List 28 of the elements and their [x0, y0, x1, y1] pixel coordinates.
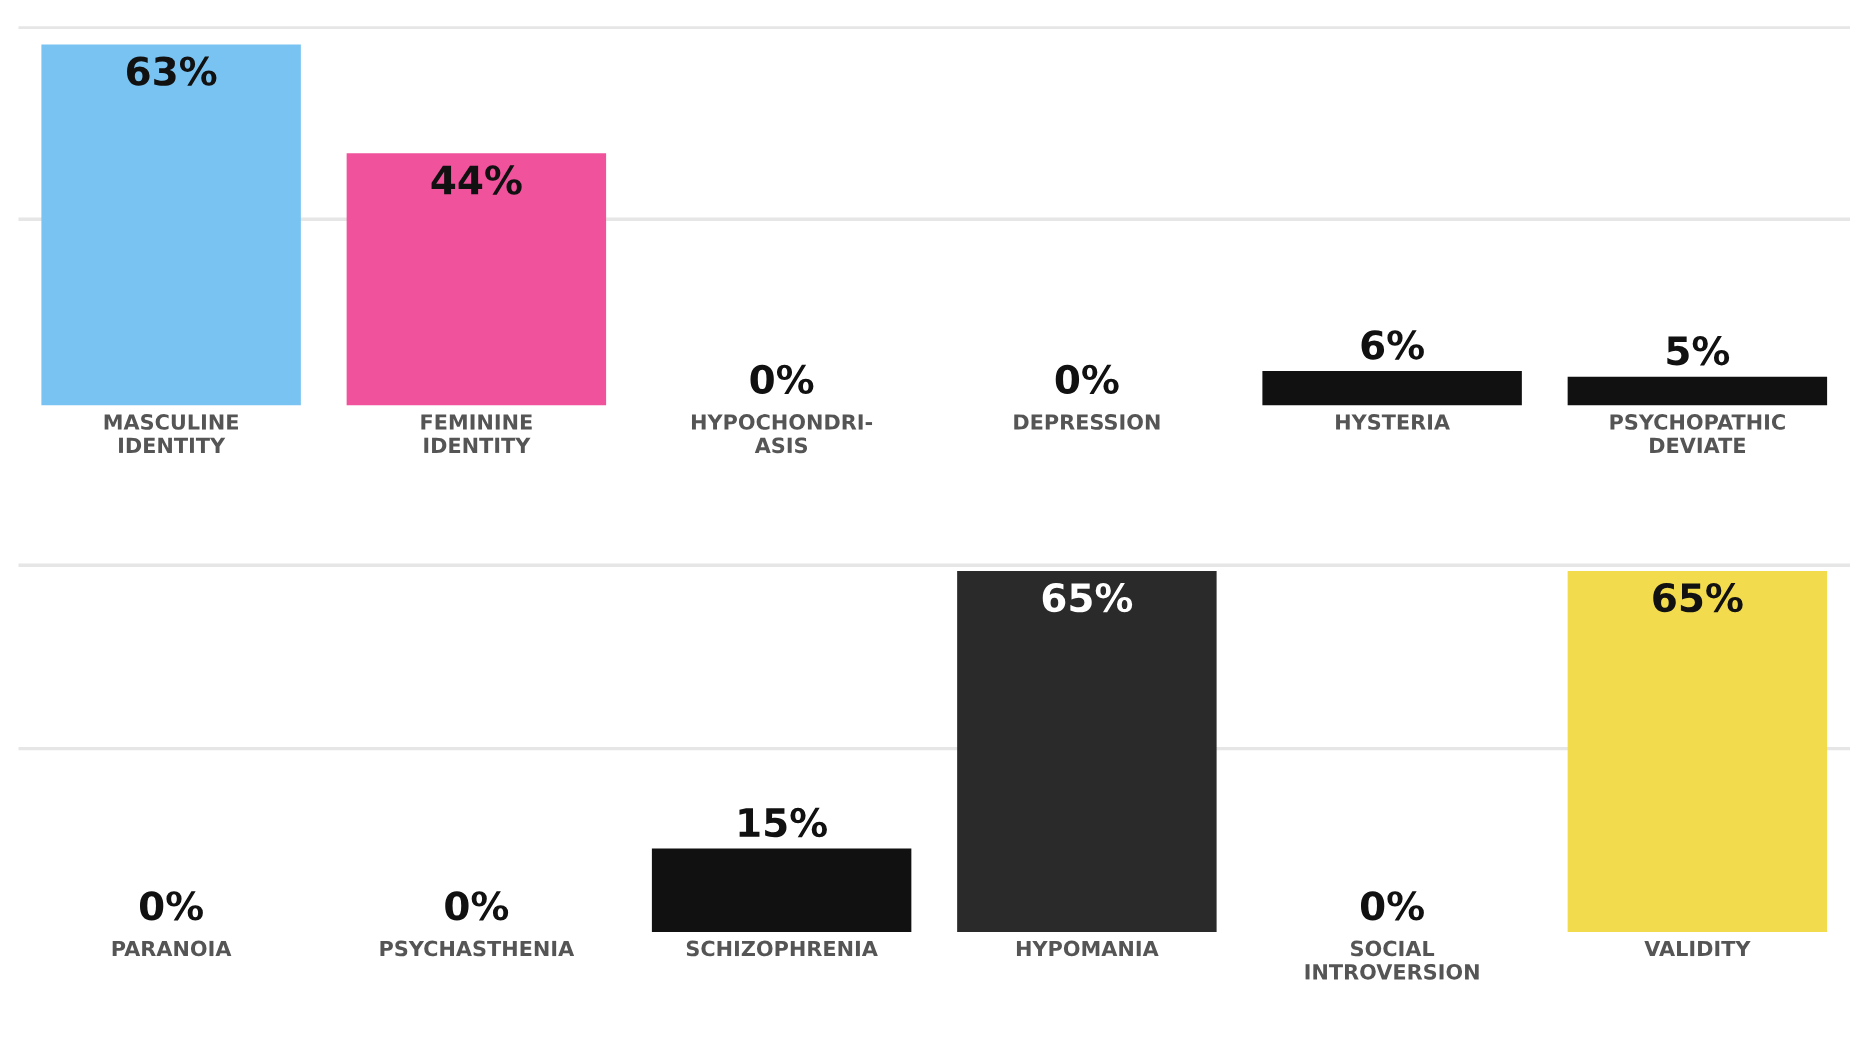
x-tick-label: PSYCHOPATHIC DEVIATE	[1610, 414, 1785, 453]
data-label: 5%	[1667, 336, 1730, 366]
x-tick-label: DEPRESSION	[1014, 414, 1160, 430]
x-tick-label: MASCULINE IDENTITY	[104, 414, 238, 453]
x-tick-label: PARANOIA	[112, 940, 232, 957]
bar	[1567, 376, 1828, 406]
x-tick-label: HYPOCHONDRI- ASIS	[691, 414, 873, 454]
x-tick-label: PSYCHASTHENIA	[380, 940, 575, 957]
data-label: 0%	[139, 891, 203, 921]
data-label: 15%	[739, 807, 827, 838]
data-label: 0%	[1360, 891, 1424, 921]
x-tick-label: HYSTERIA	[1336, 414, 1450, 430]
data-label: 44%	[431, 165, 522, 195]
x-tick-label: SCHIZOPHRENIA	[686, 940, 878, 957]
x-tick-label: HYPOMANIA	[1016, 940, 1159, 957]
bar	[41, 44, 301, 406]
bar	[1262, 371, 1522, 406]
data-label: 0%	[445, 891, 509, 921]
data-label: 65%	[1653, 582, 1743, 613]
bar	[346, 153, 607, 406]
x-tick-label: SOCIAL INTROVERSION	[1305, 940, 1479, 980]
data-label: 0%	[750, 364, 814, 395]
x-tick-label: FEMININE IDENTITY	[421, 414, 532, 453]
x-tick-label: VALIDITY	[1644, 940, 1751, 957]
data-label: 6%	[1361, 330, 1424, 360]
data-label: 0%	[1055, 364, 1119, 395]
data-label: 63%	[127, 56, 217, 86]
data-label: 65%	[1042, 582, 1133, 613]
